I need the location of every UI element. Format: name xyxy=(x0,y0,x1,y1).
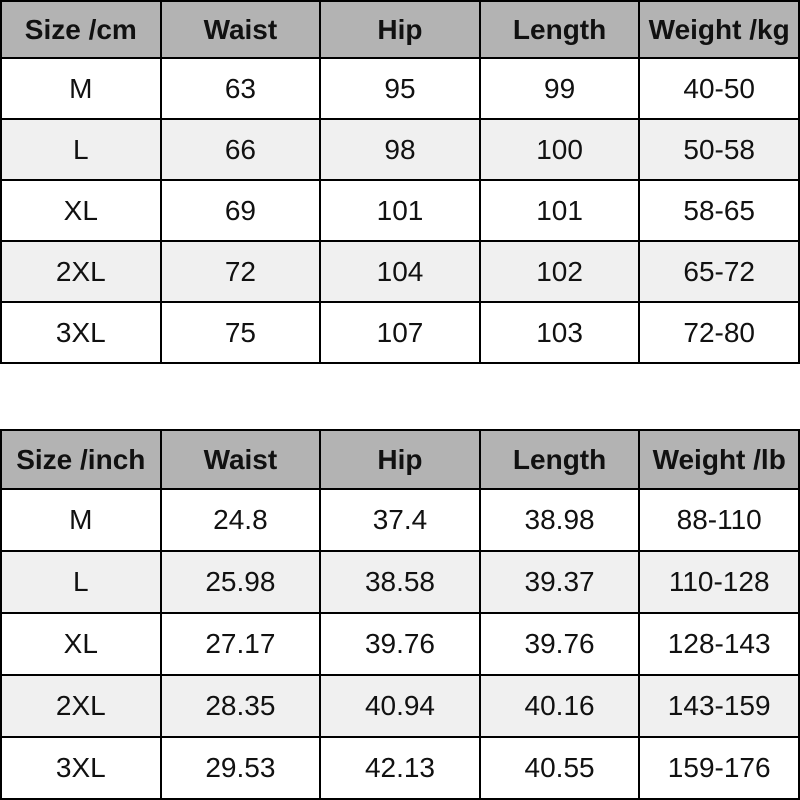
size-chart-cm-table: Size /cm Waist Hip Length Weight /kg M 63 95 99 4… xyxy=(0,0,800,364)
size-chart-inch-section: Size /inch Waist Hip Length Weight /lb M 24.8 3… xyxy=(0,429,800,800)
value-cell: 107 xyxy=(319,301,481,364)
header-cell-size-cm: Size /cm xyxy=(0,0,162,59)
value-cell: 38.98 xyxy=(478,488,641,552)
value-cell: 128-143 xyxy=(638,612,800,676)
value-cell: 102 xyxy=(478,240,641,303)
size-cell: M xyxy=(0,57,162,120)
size-cell: XL xyxy=(0,179,162,242)
table-row-xl: XL 69 101 101 58-65 xyxy=(0,179,800,242)
value-cell: 72 xyxy=(159,240,322,303)
size-cell: M xyxy=(0,488,162,552)
value-cell: 40.16 xyxy=(478,674,641,738)
header-cell-length: Length xyxy=(478,0,641,59)
value-cell: 40.94 xyxy=(319,674,481,738)
table-row-3xl: 3XL 75 107 103 72-80 xyxy=(0,301,800,364)
value-cell: 104 xyxy=(319,240,481,303)
table-row-l: L 25.98 38.58 39.37 110-128 xyxy=(0,550,800,614)
header-cell-waist: Waist xyxy=(159,429,322,490)
header-row: Size /cm Waist Hip Length Weight /kg xyxy=(0,0,800,59)
size-cell: 3XL xyxy=(0,736,162,800)
header-cell-length: Length xyxy=(478,429,641,490)
value-cell: 101 xyxy=(478,179,641,242)
header-cell-size-inch: Size /inch xyxy=(0,429,162,490)
value-cell: 159-176 xyxy=(638,736,800,800)
table-row-m: M 63 95 99 40-50 xyxy=(0,57,800,120)
value-cell: 58-65 xyxy=(638,179,800,242)
value-cell: 88-110 xyxy=(638,488,800,552)
value-cell: 101 xyxy=(319,179,481,242)
value-cell: 63 xyxy=(159,57,322,120)
value-cell: 69 xyxy=(159,179,322,242)
value-cell: 27.17 xyxy=(159,612,322,676)
table-row-3xl: 3XL 29.53 42.13 40.55 159-176 xyxy=(0,736,800,800)
table-row-2xl: 2XL 72 104 102 65-72 xyxy=(0,240,800,303)
value-cell: 38.58 xyxy=(319,550,481,614)
table-row-2xl: 2XL 28.35 40.94 40.16 143-159 xyxy=(0,674,800,738)
table-row-l: L 66 98 100 50-58 xyxy=(0,118,800,181)
value-cell: 40-50 xyxy=(638,57,800,120)
size-cell: 2XL xyxy=(0,674,162,738)
value-cell: 40.55 xyxy=(478,736,641,800)
value-cell: 100 xyxy=(478,118,641,181)
value-cell: 143-159 xyxy=(638,674,800,738)
size-cell: L xyxy=(0,118,162,181)
header-cell-weight-kg: Weight /kg xyxy=(638,0,800,59)
value-cell: 72-80 xyxy=(638,301,800,364)
value-cell: 98 xyxy=(319,118,481,181)
size-cell: 3XL xyxy=(0,301,162,364)
size-chart-inch-table: Size /inch Waist Hip Length Weight /lb M 24.8 3… xyxy=(0,429,800,800)
header-cell-hip: Hip xyxy=(319,429,481,490)
value-cell: 39.37 xyxy=(478,550,641,614)
size-chart-cm-section: Size /cm Waist Hip Length Weight /kg M 63 95 99 4… xyxy=(0,0,800,364)
header-row: Size /inch Waist Hip Length Weight /lb xyxy=(0,429,800,490)
value-cell: 42.13 xyxy=(319,736,481,800)
header-cell-hip: Hip xyxy=(319,0,481,59)
value-cell: 110-128 xyxy=(638,550,800,614)
value-cell: 39.76 xyxy=(319,612,481,676)
value-cell: 37.4 xyxy=(319,488,481,552)
value-cell: 24.8 xyxy=(159,488,322,552)
header-cell-weight-lb: Weight /lb xyxy=(638,429,800,490)
table-row-xl: XL 27.17 39.76 39.76 128-143 xyxy=(0,612,800,676)
value-cell: 75 xyxy=(159,301,322,364)
value-cell: 25.98 xyxy=(159,550,322,614)
value-cell: 29.53 xyxy=(159,736,322,800)
value-cell: 99 xyxy=(478,57,641,120)
size-cell: XL xyxy=(0,612,162,676)
size-cell: L xyxy=(0,550,162,614)
value-cell: 65-72 xyxy=(638,240,800,303)
value-cell: 95 xyxy=(319,57,481,120)
value-cell: 103 xyxy=(478,301,641,364)
value-cell: 28.35 xyxy=(159,674,322,738)
value-cell: 50-58 xyxy=(638,118,800,181)
value-cell: 39.76 xyxy=(478,612,641,676)
table-row-m: M 24.8 37.4 38.98 88-110 xyxy=(0,488,800,552)
header-cell-waist: Waist xyxy=(159,0,322,59)
size-cell: 2XL xyxy=(0,240,162,303)
value-cell: 66 xyxy=(159,118,322,181)
